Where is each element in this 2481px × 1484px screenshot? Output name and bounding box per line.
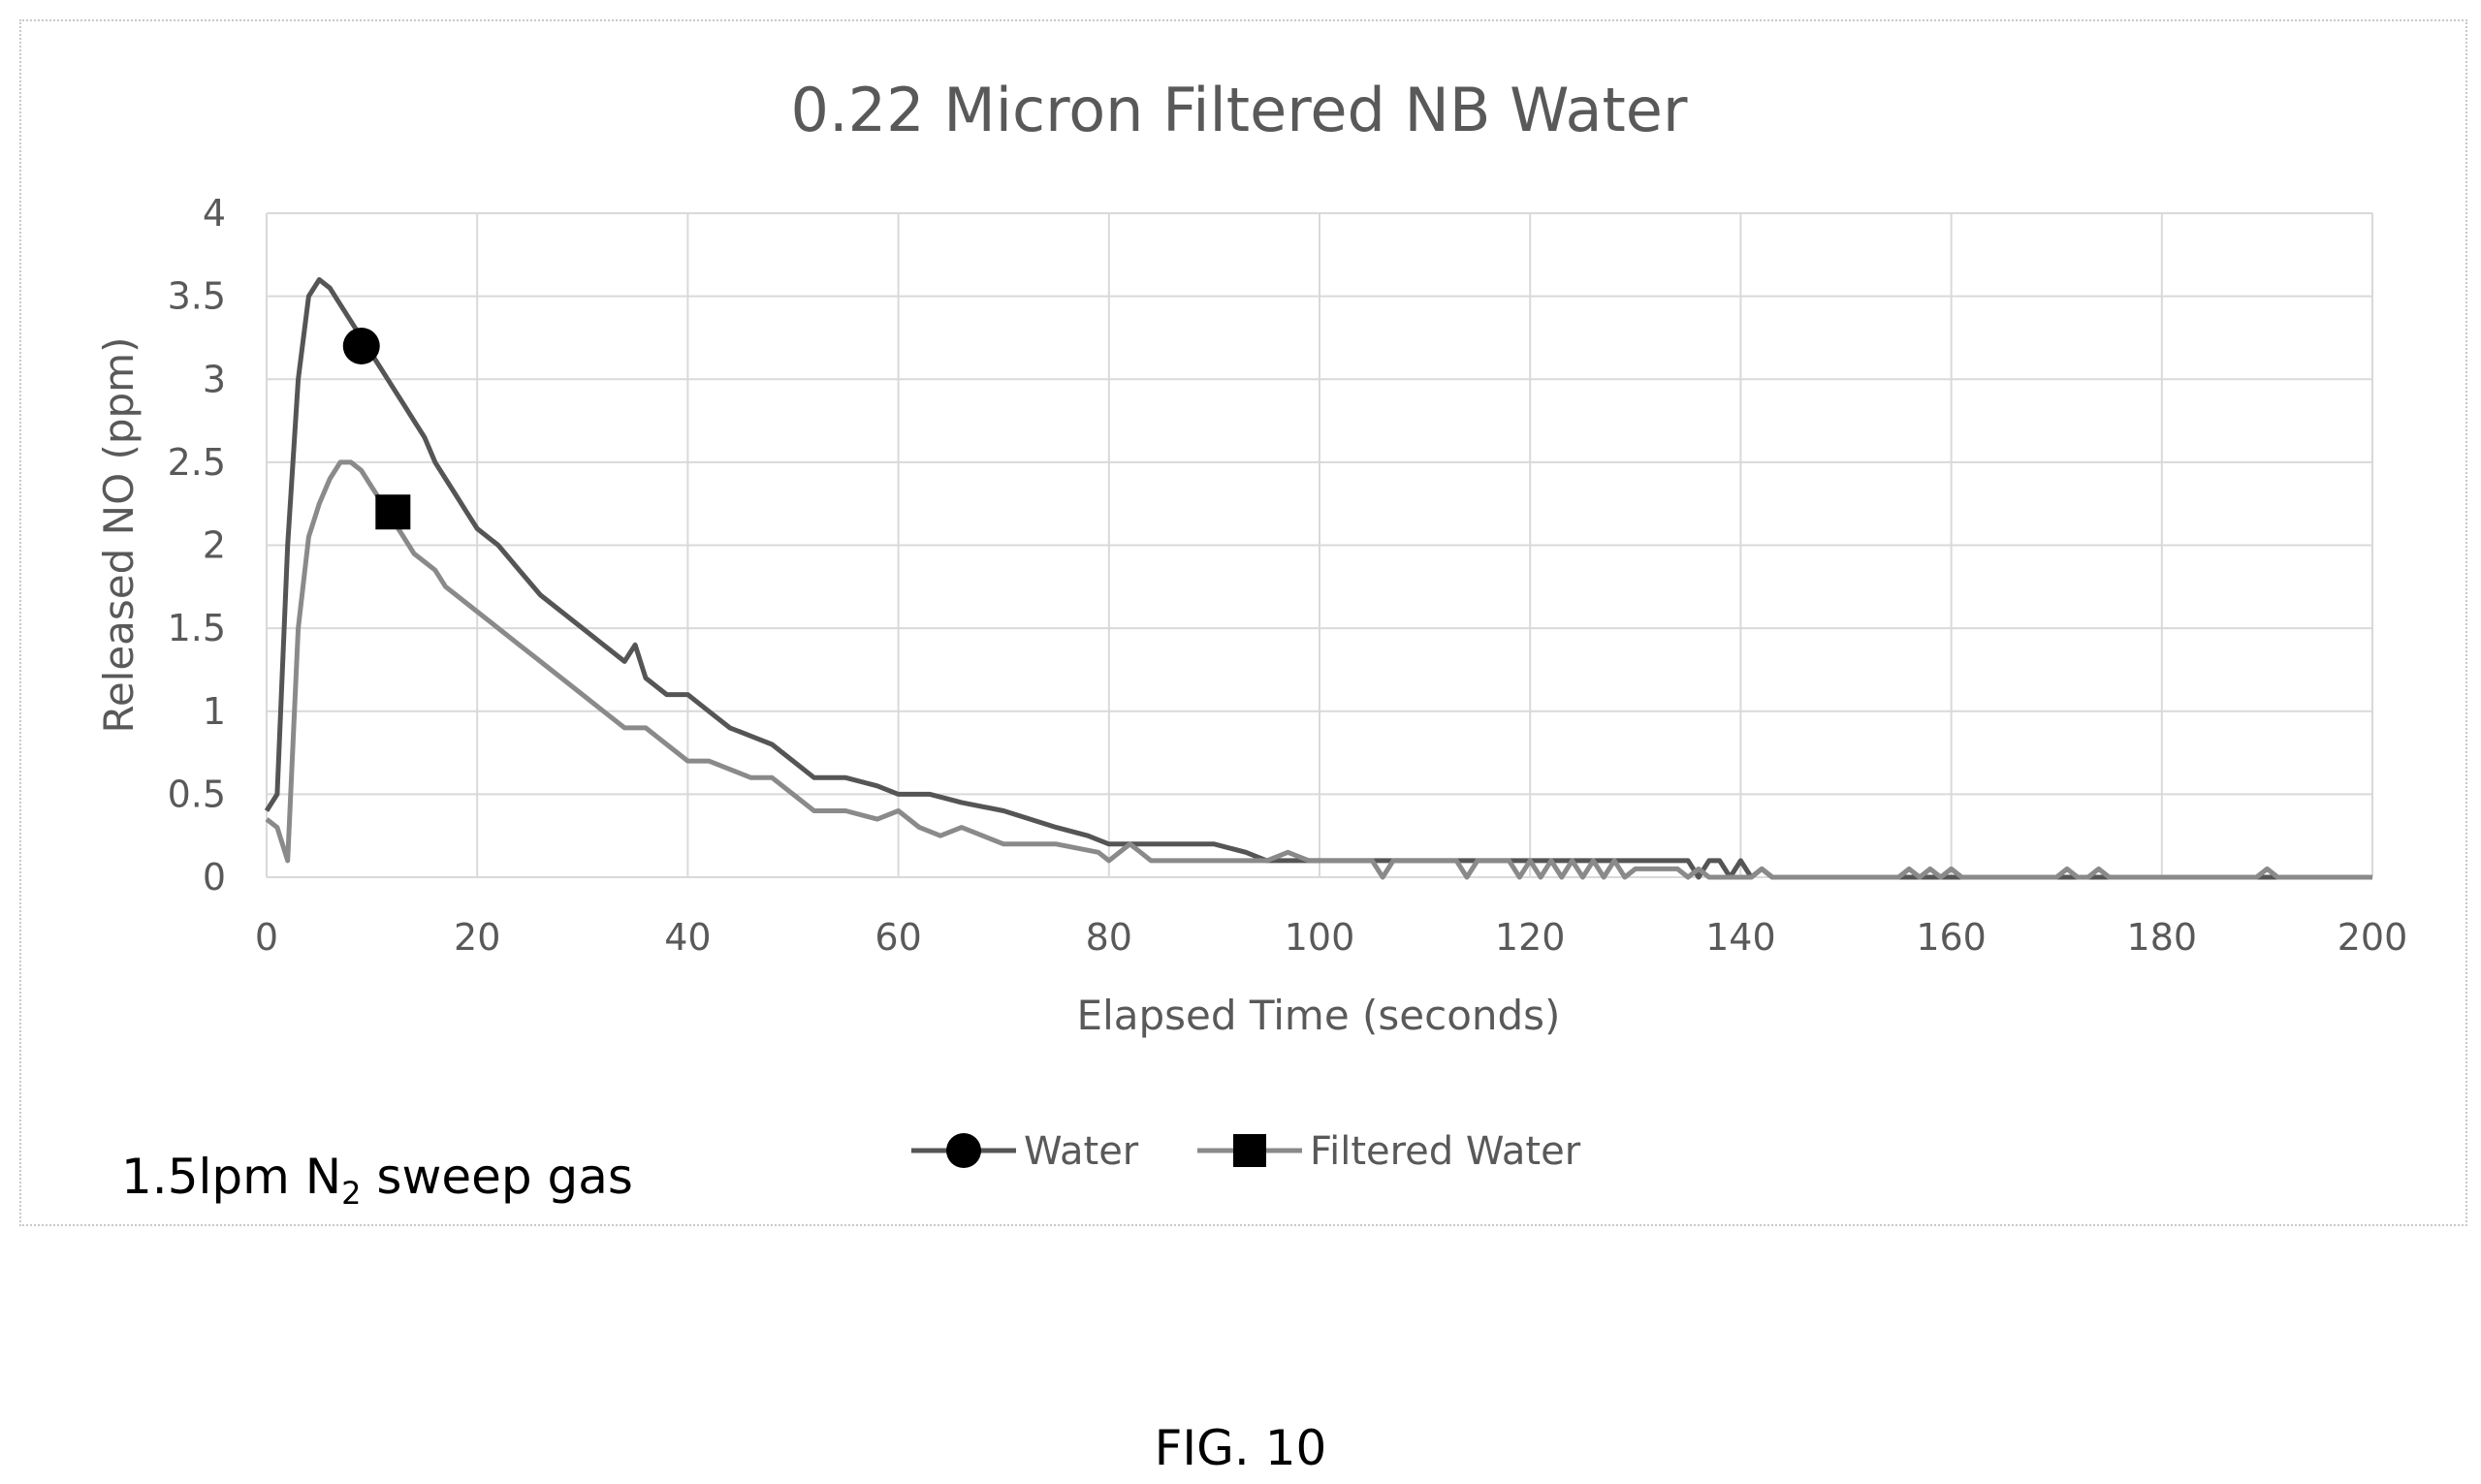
x-tick-label: 60 xyxy=(875,916,921,959)
x-tick-label: 100 xyxy=(1285,916,1355,959)
x-axis-label: Elapsed Time (seconds) xyxy=(1077,992,1561,1039)
x-tick-label: 200 xyxy=(2338,916,2408,959)
legend-marker-filtered-water xyxy=(1233,1134,1266,1167)
x-tick-label: 0 xyxy=(255,916,278,959)
y-tick-label: 0 xyxy=(203,856,226,899)
x-tick-label: 40 xyxy=(664,916,711,959)
y-tick-label: 4 xyxy=(203,192,226,235)
y-tick-label: 3.5 xyxy=(168,275,226,318)
x-tick-label: 20 xyxy=(454,916,500,959)
filtered-water-marker xyxy=(375,494,411,530)
series-line-filtered-water xyxy=(265,459,2372,880)
x-tick-label: 120 xyxy=(1495,916,1566,959)
y-axis-label: Released NO (ppm) xyxy=(95,337,143,734)
legend: Water Filtered Water xyxy=(911,1129,1581,1174)
x-axis-ticks: 0 20 40 60 80 100 120 140 160 180 200 xyxy=(255,916,2407,959)
x-tick-label: 80 xyxy=(1086,916,1132,959)
chart-frame xyxy=(19,19,2467,1226)
legend-label-filtered-water: Filtered Water xyxy=(1310,1129,1581,1174)
water-marker xyxy=(342,328,380,364)
x-tick-label: 160 xyxy=(1916,916,1987,959)
y-tick-label: 0.5 xyxy=(168,773,226,815)
chart-grid xyxy=(266,212,2373,878)
series-layer xyxy=(264,277,2372,880)
note-subscript: 2 xyxy=(341,1175,362,1212)
y-axis-ticks: 0 0.5 1 1.5 2 2.5 3 3.5 4 xyxy=(168,192,226,899)
x-tick-label: 180 xyxy=(2127,916,2198,959)
y-tick-label: 2.5 xyxy=(168,441,226,484)
series-line-water xyxy=(264,277,2372,880)
y-tick-label: 1 xyxy=(203,690,226,733)
y-tick-label: 3 xyxy=(203,358,226,400)
y-tick-label: 2 xyxy=(203,524,226,567)
legend-label-water: Water xyxy=(1024,1129,1139,1174)
note-suffix: sweep gas xyxy=(361,1149,633,1205)
figure-caption: FIG. 10 xyxy=(1154,1420,1327,1476)
y-tick-label: 1.5 xyxy=(168,607,226,649)
x-tick-label: 140 xyxy=(1705,916,1776,959)
note-prefix: 1.5lpm N xyxy=(121,1149,342,1205)
legend-marker-water xyxy=(946,1133,981,1168)
chart-title: 0.22 Micron Filtered NB Water xyxy=(791,75,1688,145)
sweep-gas-note: 1.5lpm N2 sweep gas xyxy=(121,1149,633,1212)
